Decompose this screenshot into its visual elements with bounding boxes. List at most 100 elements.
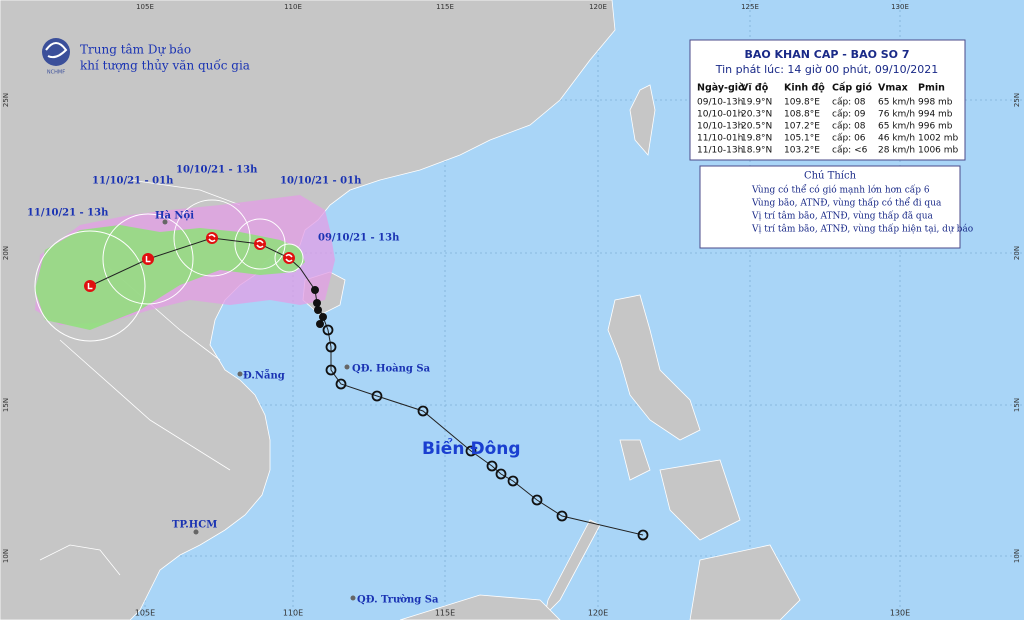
axis-label: 115E [436, 3, 454, 11]
place-label: Hà Nội [155, 211, 194, 222]
table-cell: 108.8°E [784, 110, 820, 120]
table-cell: 1006 mb [918, 146, 959, 156]
table-header: Kinh độ [784, 83, 825, 94]
table-cell: 10/10-13h [697, 122, 743, 132]
axis-label: 10N [1013, 549, 1021, 563]
axis-label: 25N [2, 93, 10, 107]
table-cell: cấp: 08 [832, 121, 866, 132]
forecast-symbol [285, 253, 293, 263]
table-cell: 28 km/h [878, 146, 915, 156]
past-position [507, 475, 519, 487]
place-dot [237, 371, 243, 377]
table-cell: cấp: 09 [832, 109, 866, 120]
table-cell: 20.3°N [741, 110, 772, 120]
table-cell: 11/10-13h [697, 146, 743, 156]
radius-circles [34, 199, 304, 342]
sea-label: Biển Đông [422, 437, 521, 459]
past-storm [316, 320, 324, 328]
forecast-symbol [208, 233, 216, 243]
table-cell: 1002 mb [918, 134, 959, 144]
axis-label: 25N [1013, 93, 1021, 107]
table-cell: 11/10-01h [697, 134, 743, 144]
legend-item: Vùng bão, ATNĐ, vùng thấp có thể đi qua [751, 197, 942, 209]
axis-label: 125E [741, 3, 759, 11]
table-cell: 46 km/h [878, 134, 915, 144]
axis-label: 15N [1013, 398, 1021, 412]
table-header: Vĩ độ [741, 83, 769, 94]
past-position [531, 494, 543, 506]
past-storm [311, 286, 319, 294]
place-dot [193, 529, 199, 535]
table-cell: 105.1°E [784, 134, 820, 144]
legend-item: Vùng có thể có gió mạnh lớn hơn cấp 6 [751, 184, 930, 196]
legend-title: Chú Thích [804, 171, 857, 182]
axis-label: 110E [283, 609, 303, 618]
time-label: 10/10/21 - 01h [280, 176, 362, 187]
time-label: 11/10/21 - 01h [92, 176, 174, 187]
past-storm [314, 306, 322, 314]
legend-box [699, 165, 961, 249]
past-position [325, 364, 337, 376]
table-cell: 998 mb [918, 98, 953, 108]
legend-item: Vị trí tâm bão, ATNĐ, vùng thấp đã qua [751, 211, 933, 222]
past-position [335, 378, 347, 390]
table-header: Cấp gió [832, 83, 873, 94]
forecast-symbol [145, 256, 151, 263]
place-dot [350, 595, 356, 601]
forecast-position [142, 253, 154, 265]
forecast-position [206, 232, 218, 244]
table-cell: 10/10-01h [697, 110, 743, 120]
forecast-symbol [256, 239, 264, 249]
past-position [486, 460, 498, 472]
axis-label: 10N [2, 549, 10, 563]
place-label: Đ.Nẵng [243, 370, 285, 382]
place-label: TP.HCM [172, 520, 217, 531]
logo: NCHMF [42, 38, 70, 76]
track-line [89, 237, 644, 536]
table-cell: 109.8°E [784, 98, 820, 108]
axis-label: 120E [589, 3, 607, 11]
forecast-position [283, 252, 295, 264]
bulletin-issued: Tin phát lúc: 14 giờ 00 phút, 09/10/2021 [715, 63, 939, 76]
axis-label: 20N [2, 246, 10, 260]
axis-label: 130E [890, 609, 910, 618]
table-cell: 20.5°N [741, 122, 772, 132]
forecast-symbol [87, 283, 93, 290]
past-position [556, 510, 568, 522]
table-cell: 19.9°N [741, 98, 772, 108]
table-cell: 65 km/h [878, 122, 915, 132]
table-header: Pmin [918, 83, 945, 94]
past-position [495, 468, 507, 480]
table-cell: 994 mb [918, 110, 953, 120]
place-dot [162, 219, 168, 225]
logo-text: NCHMF [47, 70, 65, 76]
track-cone [35, 225, 305, 330]
place-label: QĐ. Trường Sa [357, 595, 439, 606]
axis-label: 110E [284, 3, 302, 11]
agency-line: Trung tâm Dự báo [80, 43, 191, 57]
legend-item: Vị trí tâm bão, ATNĐ, vùng thấp hiện tại… [751, 224, 973, 235]
table-cell: 19.8°N [741, 134, 772, 144]
past-storm [313, 299, 321, 307]
table-cell: 76 km/h [878, 110, 915, 120]
forecast-position [254, 238, 266, 250]
table-cell: 18.9°N [741, 146, 772, 156]
agency-line: khí tượng thủy văn quốc gia [80, 58, 250, 73]
forecast-position [84, 280, 96, 292]
past-position [371, 390, 383, 402]
past-position [322, 324, 334, 336]
bulletin-title: BAO KHAN CAP - BAO SO 7 [744, 48, 909, 61]
table-cell: 103.2°E [784, 146, 820, 156]
table-header: Vmax [878, 83, 908, 94]
table-header: Ngày-giờ [697, 83, 745, 94]
axis-label: 130E [891, 3, 909, 11]
table-cell: cấp: 08 [832, 97, 866, 108]
time-label: 09/10/21 - 13h [318, 233, 400, 244]
place-dot [344, 364, 350, 370]
table-cell: cấp: 06 [832, 133, 866, 144]
axis-label: 120E [588, 609, 608, 618]
past-storm [319, 313, 327, 321]
past-position [417, 405, 429, 417]
table-cell: 996 mb [918, 122, 953, 132]
